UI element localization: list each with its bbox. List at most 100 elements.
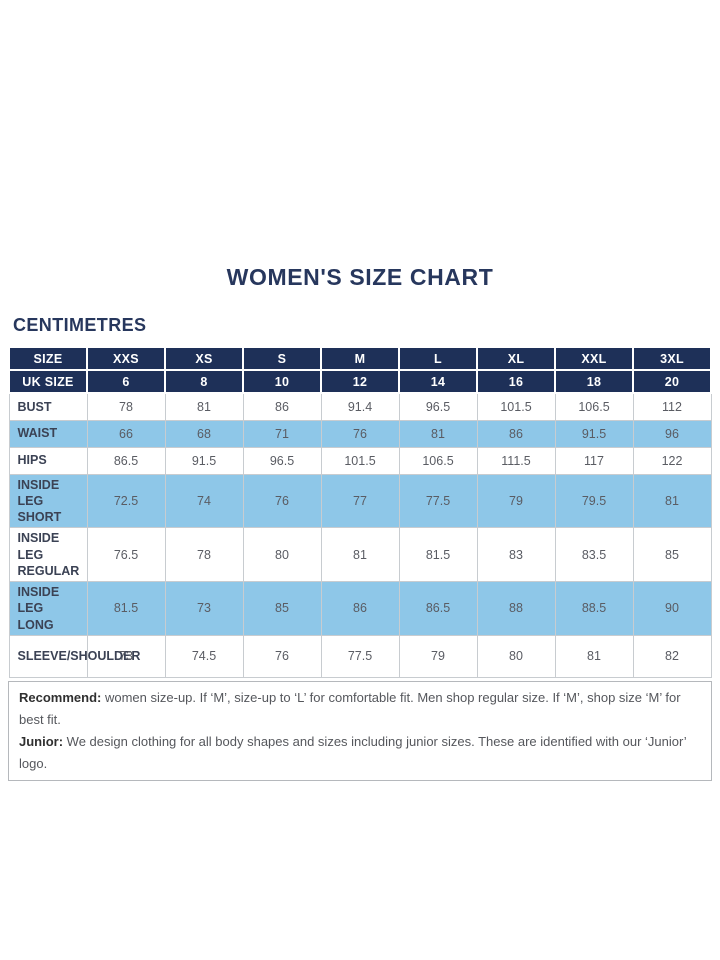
cell: 81 [320,527,400,582]
column-header: XXL [554,346,634,371]
size-header-cell: SIZE [8,346,88,371]
column-header: M [320,346,400,371]
row-label: HIPS [8,446,88,475]
size-header-row: SIZE XXS XS S M L XL XXL 3XL [8,346,712,371]
cell: 81.5 [86,581,166,636]
cell: 86.5 [398,581,478,636]
uk-size-value: 10 [242,369,322,394]
cell: 81 [632,473,712,529]
uk-size-value: 16 [476,369,556,394]
cell: 86 [320,581,400,636]
cell: 80 [242,527,322,582]
cell: 86 [242,392,322,421]
table-row-bust: BUST 78 81 86 91.4 96.5 101.5 106.5 112 [8,392,712,421]
table-row-hips: HIPS 86.5 91.5 96.5 101.5 106.5 111.5 11… [8,446,712,475]
column-header: XXS [86,346,166,371]
table-row-waist: WAIST 66 68 71 76 81 86 91.5 96 [8,419,712,448]
cell: 83 [476,527,556,582]
cell: 112 [632,392,712,421]
cell: 82 [632,634,712,678]
cell: 76 [242,634,322,678]
cell: 80 [476,634,556,678]
cell: 77 [320,473,400,529]
note-junior-label: Junior: [19,733,64,749]
note-recommend-text: women size-up. If ‘M’, size-up to ‘L’ fo… [19,689,681,727]
cell: 76 [320,419,400,448]
cell: 91.5 [554,419,634,448]
notes-box: Recommend: women size-up. If ‘M’, size-u… [8,680,712,781]
uk-size-value: 8 [164,369,244,394]
page-title: WOMEN'S SIZE CHART [226,264,494,290]
table-row-inside-leg-long: INSIDE LEG LONG 81.5 73 85 86 86.5 88 88… [8,581,712,636]
column-header: L [398,346,478,371]
cell: 96.5 [398,392,478,421]
row-label: WAIST [8,419,88,448]
cell: 77.5 [398,473,478,529]
cell: 88 [476,581,556,636]
cell: 74 [164,473,244,529]
column-header: S [242,346,322,371]
cell: 79 [398,634,478,678]
cell: 74.5 [164,634,244,678]
cell: 79 [476,473,556,529]
cell: 81 [164,392,244,421]
cell: 71 [242,419,322,448]
note-junior: Junior: We design clothing for all body … [19,731,701,775]
cell: 81 [554,634,634,678]
cell: 73 [164,581,244,636]
cell: 83.5 [554,527,634,582]
column-header: 3XL [632,346,712,371]
cell: 96 [632,419,712,448]
note-recommend: Recommend: women size-up. If ‘M’, size-u… [19,687,701,731]
table-row-inside-leg-regular: INSIDE LEG REGULAR 76.5 78 80 81 81.5 83… [8,527,712,582]
cell: 79.5 [554,473,634,529]
column-header: XS [164,346,244,371]
cell: 91.5 [164,446,244,475]
unit-label: CENTIMETRES [13,315,147,335]
size-table: SIZE XXS XS S M L XL XXL 3XL UK SIZE 6 8… [8,346,712,678]
table-row-sleeve-shoulder: SLEEVE/SHOULDER 73 74.5 76 77.5 79 80 81… [8,634,712,678]
cell: 77.5 [320,634,400,678]
cell: 78 [164,527,244,582]
cell: 106.5 [398,446,478,475]
cell: 85 [242,581,322,636]
cell: 66 [86,419,166,448]
row-label: INSIDE LEG REGULAR [8,527,88,582]
cell: 78 [86,392,166,421]
table-row-inside-leg-short: INSIDE LEG SHORT 72.5 74 76 77 77.5 79 7… [8,473,712,529]
cell: 96.5 [242,446,322,475]
cell: 101.5 [320,446,400,475]
note-recommend-label: Recommend: [19,689,102,705]
cell: 76.5 [86,527,166,582]
uk-size-value: 20 [632,369,712,394]
uk-size-value: 18 [554,369,634,394]
cell: 73 [86,634,166,678]
cell: 106.5 [554,392,634,421]
cell: 76 [242,473,322,529]
note-junior-text: We design clothing for all body shapes a… [19,733,687,771]
uk-size-header-cell: UK SIZE [8,369,88,394]
cell: 68 [164,419,244,448]
cell: 72.5 [86,473,166,529]
uk-size-header-row: UK SIZE 6 8 10 12 14 16 18 20 [8,369,712,394]
cell: 88.5 [554,581,634,636]
uk-size-value: 14 [398,369,478,394]
cell: 86 [476,419,556,448]
cell: 91.4 [320,392,400,421]
cell: 101.5 [476,392,556,421]
cell: 85 [632,527,712,582]
column-header: XL [476,346,556,371]
cell: 86.5 [86,446,166,475]
cell: 122 [632,446,712,475]
row-label: BUST [8,392,88,421]
row-label: SLEEVE/SHOULDER [8,634,140,678]
row-label: INSIDE LEG LONG [8,581,88,636]
cell: 111.5 [476,446,556,475]
cell: 81.5 [398,527,478,582]
cell: 117 [554,446,634,475]
uk-size-value: 6 [86,369,166,394]
row-label: INSIDE LEG SHORT [8,473,88,529]
cell: 81 [398,419,478,448]
cell: 90 [632,581,712,636]
